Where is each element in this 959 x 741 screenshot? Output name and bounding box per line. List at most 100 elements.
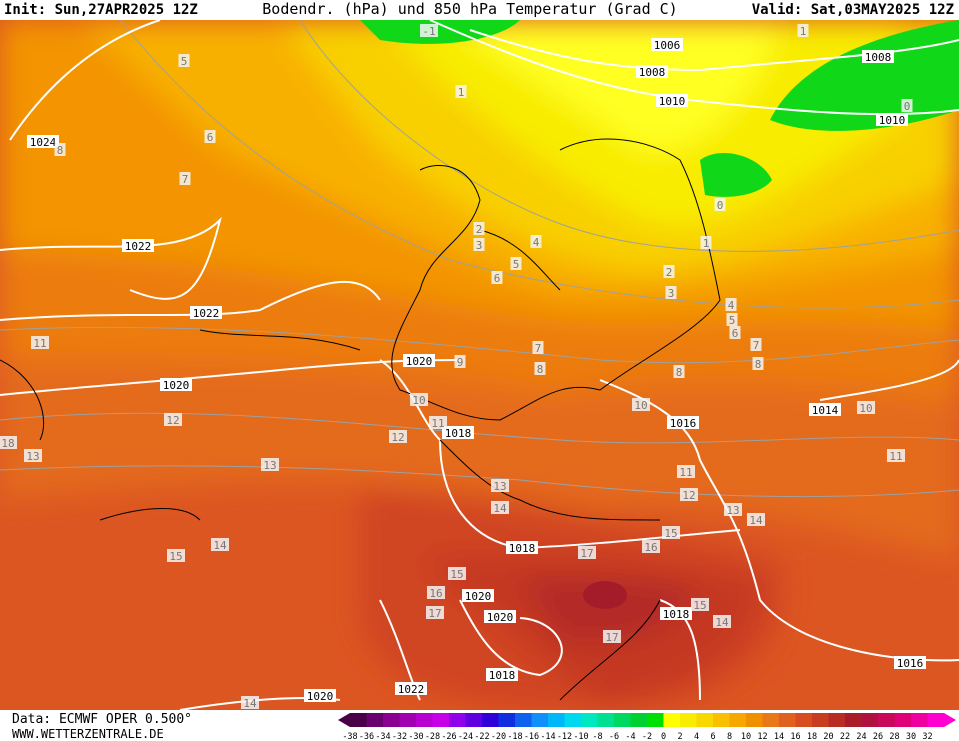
colorbar-swatch xyxy=(812,713,829,727)
colorbar-label: -30 xyxy=(408,732,423,741)
colorbar-swatch xyxy=(614,713,631,727)
isotherm-label-bg xyxy=(420,24,438,37)
colorbar-swatch xyxy=(795,713,813,727)
colorbar-swatch xyxy=(548,713,565,727)
isobar-label-bg xyxy=(403,354,435,367)
isotherm-label: 8 xyxy=(537,363,544,376)
isotherm-label-bg xyxy=(389,430,407,443)
isotherm-label-bg xyxy=(427,586,445,599)
colorbar-label: -8 xyxy=(592,732,602,741)
colorbar-swatch xyxy=(515,713,532,727)
isotherm-label: 14 xyxy=(213,539,227,552)
isobar-label: 1006 xyxy=(654,39,681,52)
colorbar-label: -10 xyxy=(573,732,588,741)
colorbar-swatch xyxy=(861,713,879,727)
colorbar-label: -12 xyxy=(557,732,572,741)
colorbar-swatch xyxy=(531,713,549,727)
colorbar-label: -6 xyxy=(609,732,619,741)
isotherm-label-bg xyxy=(750,338,762,351)
colorbar-swatch xyxy=(927,713,945,727)
colorbar-swatch xyxy=(696,713,714,727)
isotherm-label: 15 xyxy=(693,599,706,612)
isotherm-label: 7 xyxy=(182,173,189,186)
isotherm-label-bg xyxy=(747,513,765,526)
isotherm-label-bg xyxy=(729,326,741,339)
colorbar-label: 4 xyxy=(694,732,699,741)
isobar-label-bg xyxy=(506,541,538,554)
isobar-label: 1010 xyxy=(659,95,686,108)
isotherm-label-bg xyxy=(455,85,467,98)
isobar-label-bg xyxy=(894,656,926,669)
colorbar-arrow-right xyxy=(944,713,956,727)
isotherm-label: 12 xyxy=(166,414,179,427)
isobar-label-bg xyxy=(484,610,516,623)
isotherm-label: 17 xyxy=(428,607,441,620)
colorbar-swatch xyxy=(647,713,664,727)
colorbar-swatch xyxy=(597,713,615,727)
colorbar-swatch xyxy=(680,713,697,727)
isotherm-label-bg xyxy=(167,549,185,562)
isotherm-label: 4 xyxy=(728,299,735,312)
isotherm-label-bg xyxy=(211,538,229,551)
isotherm-label: 8 xyxy=(676,366,683,379)
colorbar-label: 32 xyxy=(922,732,932,741)
isotherm-label-bg xyxy=(164,413,182,426)
isotherm-label: 9 xyxy=(457,356,464,369)
colorbar-swatch xyxy=(498,713,516,727)
colorbar-swatch xyxy=(894,713,912,727)
isotherm-label-bg xyxy=(178,54,190,67)
isobar-label: 1008 xyxy=(865,51,892,64)
colorbar-label: 12 xyxy=(757,732,767,741)
isobar-label: 1018 xyxy=(489,669,516,682)
isotherm-label-bg xyxy=(429,416,447,429)
isotherm-label-bg xyxy=(752,357,764,370)
colorbar-label: -18 xyxy=(507,732,522,741)
isobar-label: 1020 xyxy=(406,355,433,368)
isobar-label-bg xyxy=(636,65,668,78)
colorbar-label: 28 xyxy=(889,732,899,741)
colorbar-swatch xyxy=(878,713,895,727)
isotherm-label-bg xyxy=(663,265,675,278)
isotherm-label-bg xyxy=(510,257,522,270)
colorbar-swatch xyxy=(432,713,450,727)
isotherm-label: 5 xyxy=(729,314,736,327)
borders xyxy=(0,138,721,701)
isobar-label-bg xyxy=(660,607,692,620)
colorbar-swatch xyxy=(845,713,862,727)
isobar-label: 1016 xyxy=(897,657,924,670)
isobar-label-bg xyxy=(486,668,518,681)
isotherm-label-bg xyxy=(700,236,712,249)
isotherm-label: 11 xyxy=(889,450,902,463)
isobar-label-bg xyxy=(160,378,192,391)
colorbar-label: 10 xyxy=(741,732,751,741)
isobar-label-bg xyxy=(27,135,59,148)
isotherm-label-bg xyxy=(24,449,42,462)
isobar-label-bg xyxy=(809,403,841,416)
colorbar-label: -20 xyxy=(491,732,506,741)
colorbar-swatch xyxy=(465,713,483,727)
isotherm-label-bg xyxy=(530,235,542,248)
colorbar-swatch xyxy=(729,713,747,727)
isotherm-label: 10 xyxy=(412,394,425,407)
isobar-label: 1018 xyxy=(663,608,690,621)
isotherm-label-bg xyxy=(491,479,509,492)
isotherm-label: 15 xyxy=(169,550,182,563)
isobar-label: 1020 xyxy=(307,690,334,703)
isobar-label: 1020 xyxy=(163,379,190,392)
isotherm-label: 14 xyxy=(493,502,507,515)
isotherm-label-bg xyxy=(179,172,191,185)
isobar-label-bg xyxy=(442,426,474,439)
colorbar-label: -16 xyxy=(524,732,539,741)
isotherm-label: 13 xyxy=(263,459,276,472)
isotherm-label: 5 xyxy=(513,258,520,271)
isotherm-label-bg xyxy=(204,130,216,143)
colorbar-label: 14 xyxy=(774,732,784,741)
isotherm-label: 6 xyxy=(207,131,214,144)
isotherm-label-bg xyxy=(473,222,485,235)
colorbar-label: -4 xyxy=(625,732,635,741)
website: WWW.WETTERZENTRALE.DE xyxy=(12,727,164,741)
isotherm-label-bg xyxy=(725,298,737,311)
colorbar-swatch xyxy=(630,713,648,727)
isotherm-label: 10 xyxy=(859,402,872,415)
isobar-label: 1016 xyxy=(670,417,697,430)
